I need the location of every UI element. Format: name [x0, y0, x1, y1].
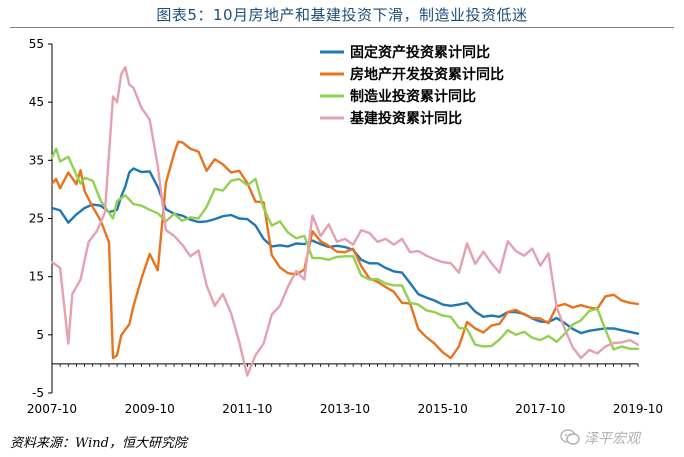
y-tick-label: 15 [29, 270, 44, 284]
series-line-3 [50, 147, 640, 351]
series-line-2 [50, 140, 640, 360]
x-tick-label: 2015-10 [418, 402, 468, 416]
legend-label-1: 固定资产投资累计同比 [350, 44, 490, 61]
legend-label-4: 基建投资累计同比 [350, 110, 462, 127]
plot-area: -5 5 15 25 35 45 55 2007-10 2009-10 2011-10 2013-… [27, 37, 663, 416]
x-tick-label: 2019-10 [613, 402, 663, 416]
line-chart: -5 5 15 25 35 45 55 2007-10 2009-10 2011-10 2013-… [27, 37, 663, 416]
source-note: 资料来源：Wind，恒大研究院 [10, 436, 187, 451]
chart-title: 图表5：10月房地产和基建投资下滑，制造业投资低迷 [156, 6, 528, 24]
wechat-icon [560, 429, 580, 445]
title-divider [10, 27, 674, 28]
watermark-text: 泽平宏观 [584, 431, 640, 447]
x-tick-label: 2011-10 [222, 402, 272, 416]
figure-header: 图表5：10月房地产和基建投资下滑，制造业投资低迷 [0, 0, 684, 30]
y-tick-label: 45 [29, 95, 44, 109]
y-tick-label: -5 [32, 386, 44, 400]
legend-label-3: 制造业投资累计同比 [350, 88, 476, 105]
legend-label-2: 房地产开发投资累计同比 [350, 66, 504, 83]
y-axis-ticks: -5 5 15 25 35 45 55 [29, 37, 52, 400]
series-lines [50, 66, 640, 377]
series-line-1 [50, 167, 640, 335]
watermark: 泽平宏观 [558, 425, 678, 449]
x-tick-label: 2017-10 [515, 402, 565, 416]
x-tick-label: 2007-10 [27, 402, 77, 416]
x-axis-ticks: 2007-10 2009-10 2011-10 2013-10 2015-10 2017-… [27, 363, 663, 416]
x-tick-label: 2013-10 [320, 402, 370, 416]
y-tick-label: 5 [36, 328, 44, 342]
y-tick-label: 25 [29, 212, 44, 226]
y-tick-label: 35 [29, 153, 44, 167]
y-tick-label: 55 [29, 37, 44, 51]
series-line-4 [50, 66, 640, 377]
x-tick-label: 2009-10 [125, 402, 175, 416]
